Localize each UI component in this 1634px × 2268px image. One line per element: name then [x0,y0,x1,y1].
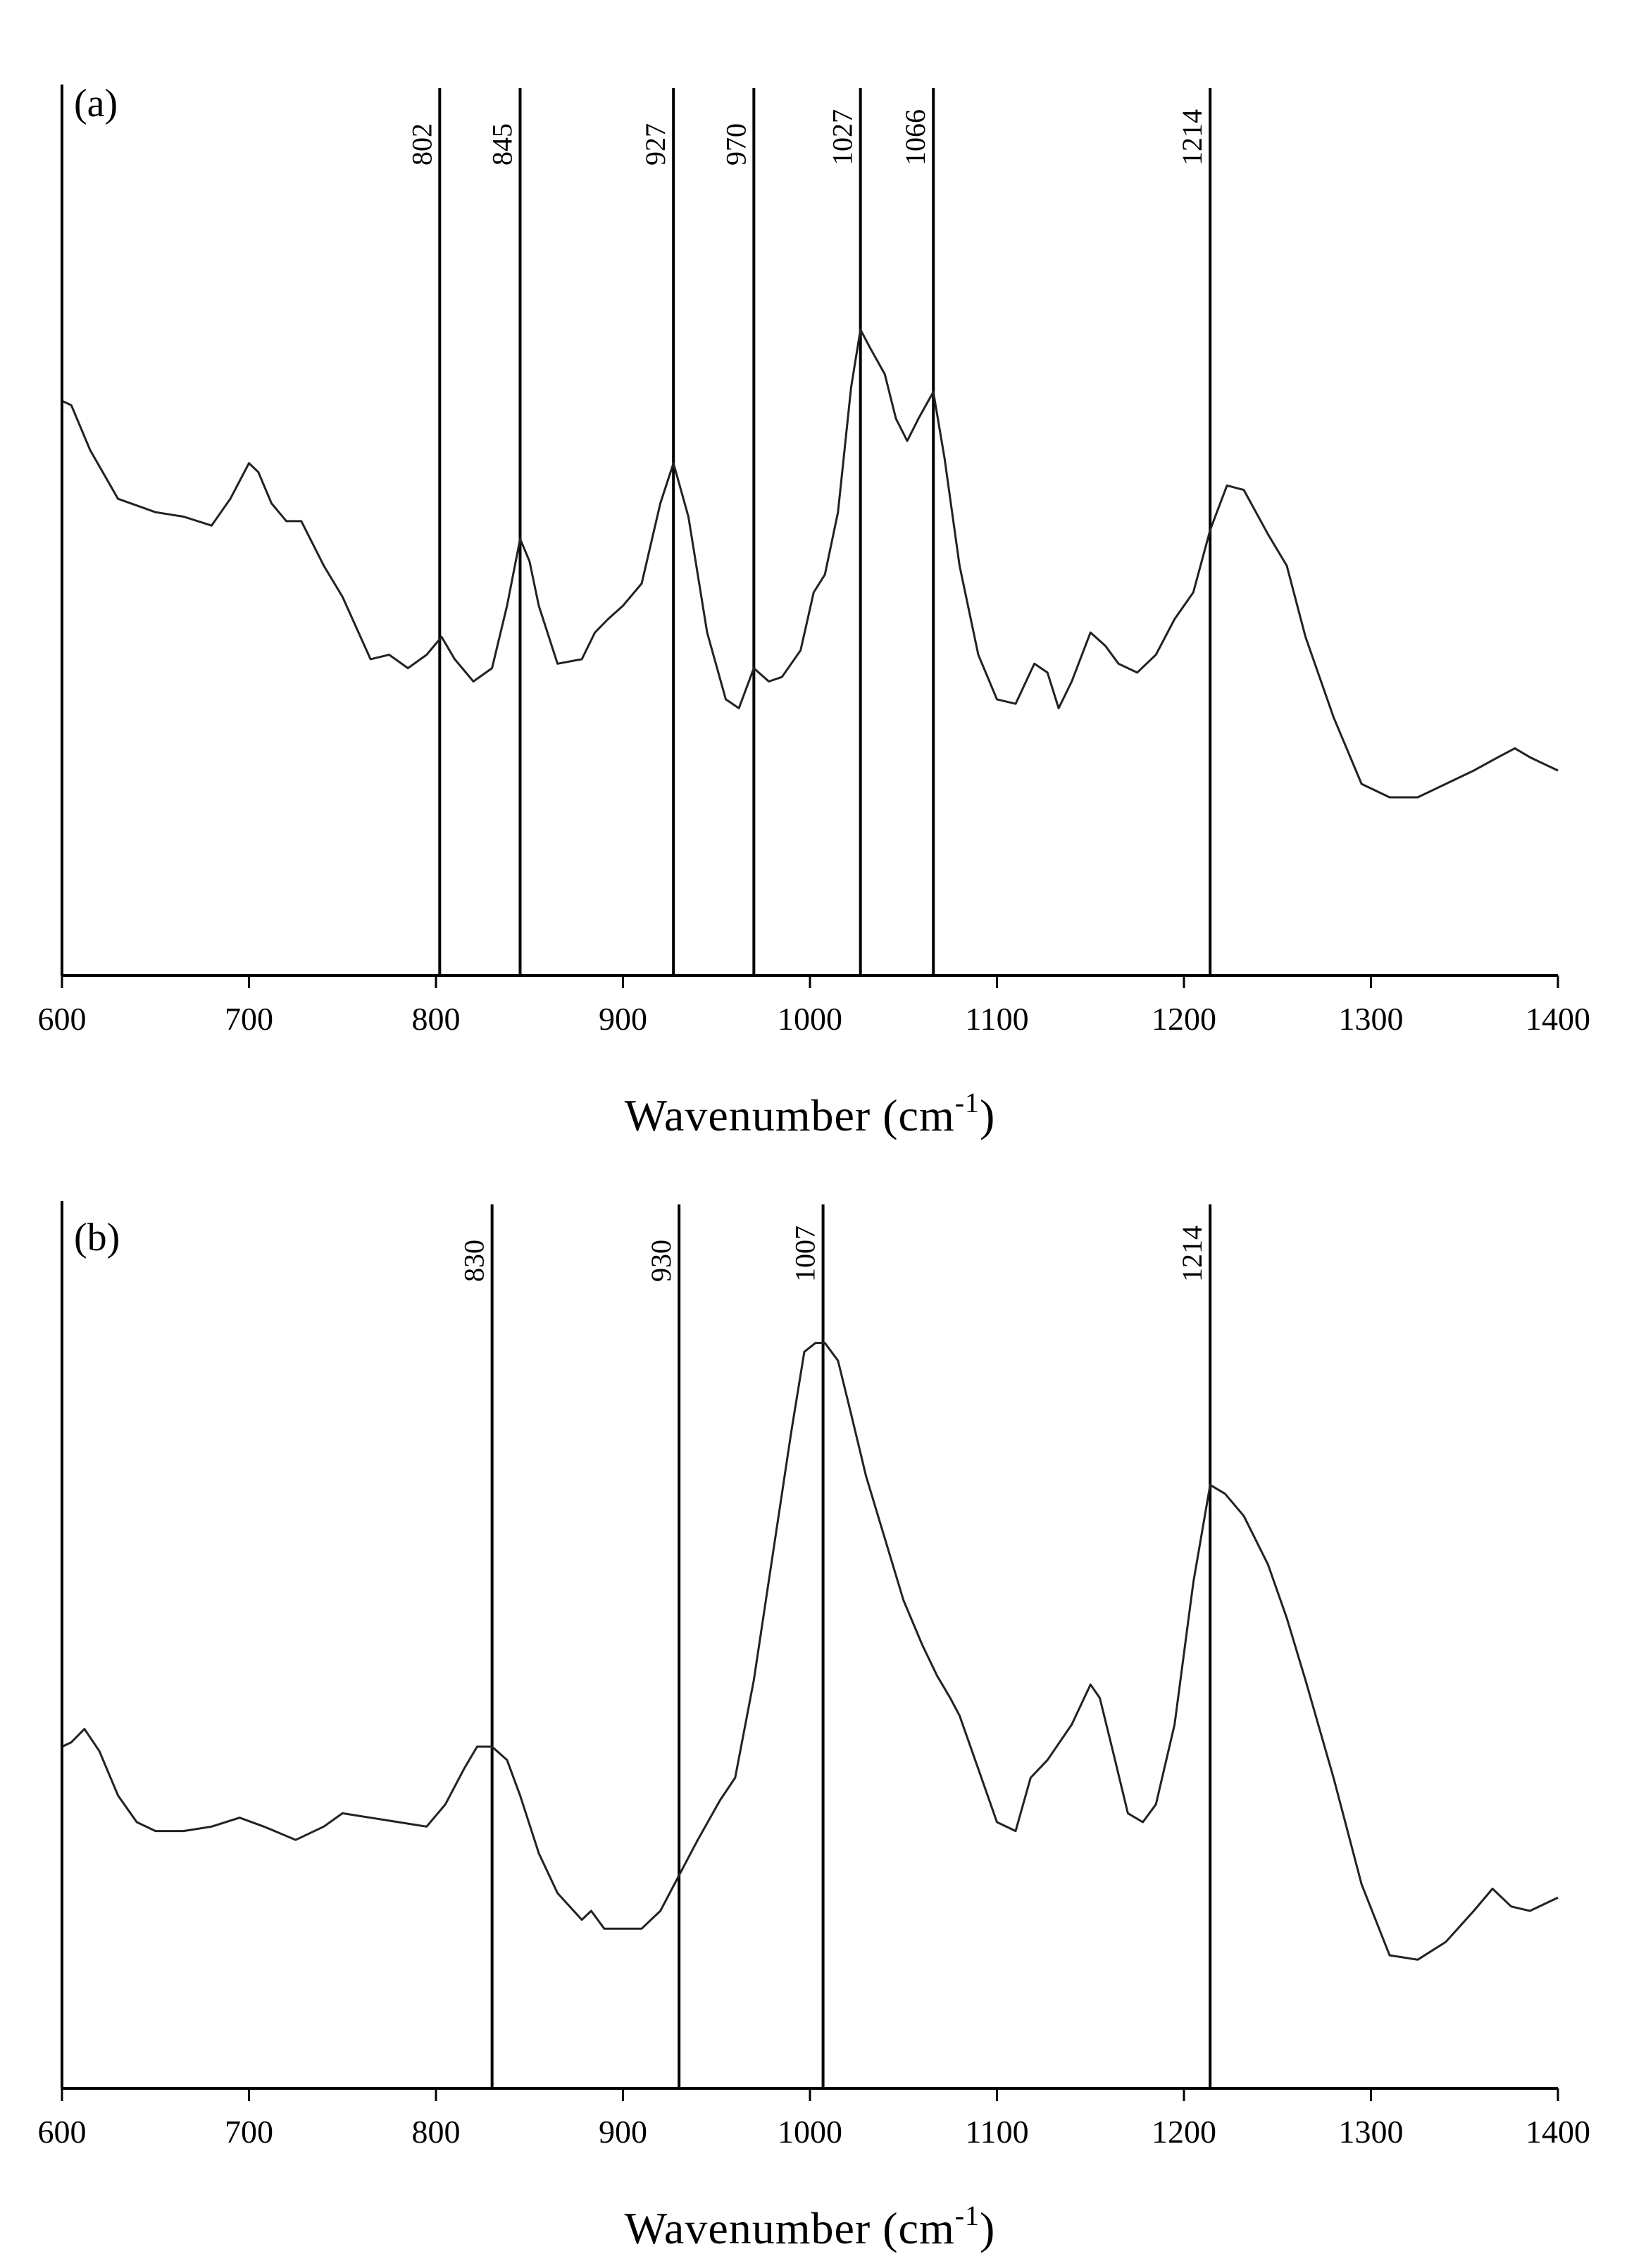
x-tick-label: 900 [599,2114,647,2150]
x-tick-label: 1200 [1152,2114,1216,2150]
x-axis-title: Wavenumber (cm-1) [625,2200,996,2253]
peak-label: 830 [459,1240,490,1282]
x-tick-label: 1000 [778,2114,842,2150]
x-tick-label: 800 [412,2114,461,2150]
peak-label: 802 [406,123,437,166]
panel-a: (a) 802 845 927 970 1027 1066 1214 600 700 800 900 1… [38,82,1591,1140]
x-axis-title-close: ) [980,1090,995,1140]
peak-label: 970 [720,123,751,166]
x-axis-title-superscript: -1 [955,2200,980,2231]
x-tick-label: 600 [38,2114,87,2150]
peak-label: 1214 [1176,109,1208,166]
x-tick-label: 1300 [1339,1001,1404,1037]
x-axis-title-text: Wavenumber (cm [625,1090,955,1140]
x-axis-title: Wavenumber (cm-1) [625,1087,996,1140]
x-tick-label: 1300 [1339,2114,1404,2150]
spectrum-line [61,328,1559,799]
peak-label: 845 [486,123,518,166]
peak-label: 1027 [827,109,859,166]
peak-label: 927 [640,123,671,166]
panel-b: (b) 830 930 1007 1214 600 700 800 900 1000 1100 120… [38,1201,1590,2253]
x-tick-label: 1400 [1526,2114,1590,2150]
peak-label: 1066 [899,109,931,166]
spectrum-line [61,1342,1559,1961]
x-tick-label: 800 [412,1001,461,1037]
panel-label: (a) [74,82,118,125]
x-axis-title-text: Wavenumber (cm [625,2203,955,2253]
x-axis-title-superscript: -1 [955,1087,980,1119]
x-tick-label: 1000 [778,1001,842,1037]
x-tick-label: 700 [225,2114,273,2150]
x-tick-label: 1400 [1526,1001,1590,1037]
panel-label: (b) [74,1216,120,1259]
x-tick-label: 1200 [1152,1001,1216,1037]
x-axis-title-close: ) [980,2203,995,2253]
x-tick-label: 1100 [965,2114,1028,2150]
x-tick-label: 600 [38,1001,87,1037]
peak-label: 930 [645,1240,677,1282]
peak-label: 1007 [790,1226,821,1282]
x-tick-label: 700 [225,1001,273,1037]
peak-label: 1214 [1176,1226,1208,1282]
x-tick-label: 900 [599,1001,647,1037]
x-tick-label: 1100 [965,1001,1028,1037]
